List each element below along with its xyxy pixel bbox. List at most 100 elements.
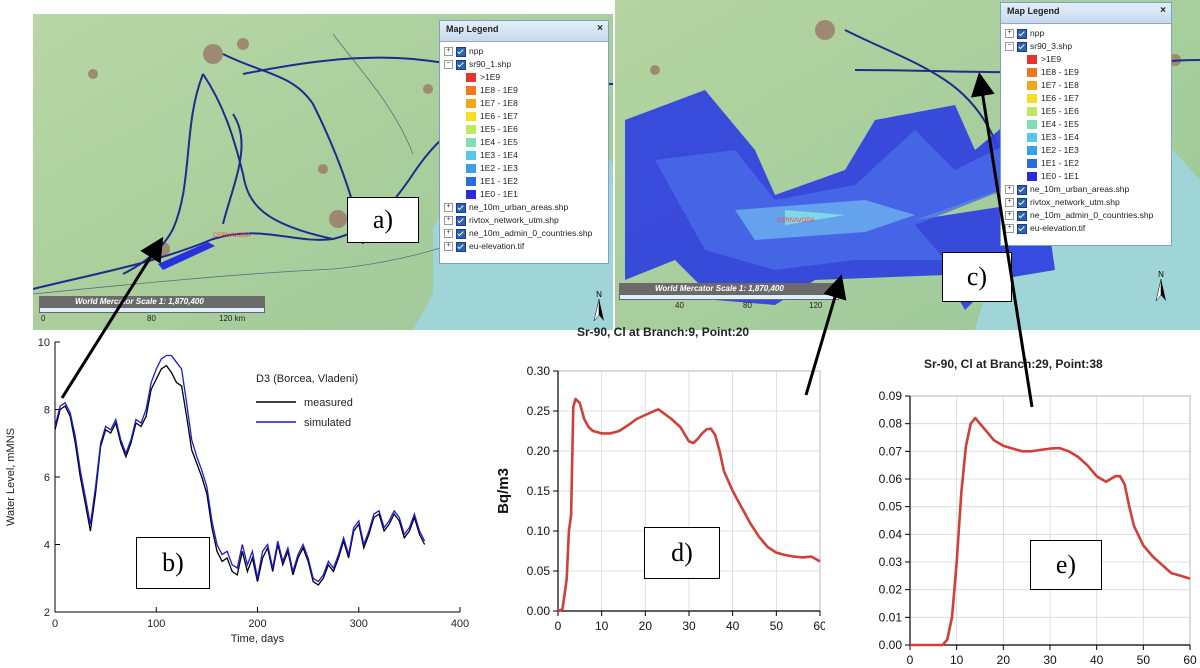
y-tick-label: 0.30 [527,364,551,378]
close-icon[interactable]: × [597,23,603,34]
y-tick-label: 0.01 [879,610,903,624]
legend-class: >1E9 [1001,53,1171,66]
checkbox-icon[interactable] [456,46,466,57]
legend-class: 1E0 - 1E1 [1001,170,1171,183]
legend-class-label: 1E1 - 1E2 [1041,158,1079,168]
legend-class: 1E2 - 1E3 [440,162,608,175]
x-tick-label: 50 [1137,653,1151,667]
legend-layer[interactable]: + eu-elevation.tif [1001,222,1171,235]
legend-layer[interactable]: + rivtox_network_utm.shp [1001,196,1171,209]
legend-class: 1E4 - 1E5 [440,136,608,149]
north-arrow-icon: N [1155,270,1167,302]
x-tick-label: 20 [639,619,653,633]
y-tick-label: 8 [44,405,50,417]
legend-layer[interactable]: − sr90_3.shp [1001,40,1171,53]
legend-class: 1E5 - 1E6 [440,123,608,136]
y-tick-label: 0.25 [527,404,551,418]
checkbox-icon[interactable] [456,202,466,213]
legend-layer[interactable]: + ne_10m_urban_areas.shp [440,201,608,214]
y-tick-label: 10 [38,337,50,349]
checkbox-icon[interactable] [456,59,466,70]
x-tick-label: 20 [997,653,1011,667]
checkbox-icon[interactable] [456,228,466,239]
legend-class-label: >1E9 [1041,54,1062,64]
scale-bar-title: World Mercator Scale 1: 1,870,400 [39,296,265,307]
legend-swatch [1027,120,1037,130]
x-tick-label: 30 [682,619,696,633]
checkbox-icon[interactable] [1017,223,1027,234]
legend-swatch [466,138,476,148]
y-tick-label: 6 [44,472,50,484]
checkbox-icon[interactable] [1017,28,1027,39]
legend-class-label: 1E6 - 1E7 [1041,93,1079,103]
scale-tick: 40 [675,301,684,310]
legend-class-label: 1E3 - 1E4 [1041,132,1079,142]
y-tick-label: 0.00 [879,638,903,652]
scale-tick: 120 km [219,314,246,323]
legend-class-label: 1E4 - 1E5 [1041,119,1079,129]
expand-icon[interactable]: + [444,47,453,57]
panel-label-a: a) [347,197,419,243]
legend-class-label: 1E5 - 1E6 [1041,106,1079,116]
legend-class: 1E4 - 1E5 [1001,118,1171,131]
legend-layer[interactable]: + eu-elevation.tif [440,240,608,253]
legend-layer[interactable]: + ne_10m_admin_0_countries.shp [440,227,608,240]
legend-layer[interactable]: + ne_10m_urban_areas.shp [1001,183,1171,196]
legend-layer[interactable]: + npp [1001,27,1171,40]
collapse-icon[interactable]: − [444,60,453,70]
x-tick-label: 30 [1043,653,1057,667]
legend-swatch [1027,146,1037,156]
y-tick-label: 0.07 [879,444,903,458]
checkbox-icon[interactable] [1017,210,1027,221]
x-axis-label: Time, days [231,633,285,645]
expand-icon[interactable]: + [1005,29,1014,39]
legend-layer[interactable]: − sr90_1.shp [440,58,608,71]
checkbox-icon[interactable] [456,241,466,252]
expand-icon[interactable]: + [444,216,453,226]
y-tick-label: 0.00 [527,604,551,618]
legend-class: 1E8 - 1E9 [440,84,608,97]
series-line-simulated [55,354,426,583]
legend-layer[interactable]: + npp [440,45,608,58]
panel-label-b: b) [136,537,210,589]
legend-class-label: 1E6 - 1E7 [480,111,518,121]
collapse-icon[interactable]: − [1005,42,1014,52]
y-axis-label: Water Level, mMNS [5,428,17,526]
legend-class-label: 1E4 - 1E5 [480,137,518,147]
checkbox-icon[interactable] [1017,197,1027,208]
y-tick-label: 2 [44,607,50,619]
expand-icon[interactable]: + [1005,224,1014,234]
expand-icon[interactable]: + [1005,185,1014,195]
legend-class: 1E5 - 1E6 [1001,105,1171,118]
expand-icon[interactable]: + [444,242,453,252]
plume-c-inner [735,200,915,240]
legend-swatch [1027,55,1037,65]
checkbox-icon[interactable] [1017,41,1027,52]
x-tick-label: 40 [726,619,740,633]
legend-class: 1E3 - 1E4 [1001,131,1171,144]
close-icon[interactable]: × [1160,5,1166,16]
legend-swatch [466,151,476,161]
legend-class-label: 1E0 - 1E1 [480,189,518,199]
chart-d-concentration: 0.00 0.05 0.10 0.15 0.20 0.25 0.30 0 10 20 30 40 50 6… [495,364,825,633]
checkbox-icon[interactable] [1017,184,1027,195]
legend-class: 1E2 - 1E3 [1001,144,1171,157]
expand-icon[interactable]: + [444,229,453,239]
y-tick-label: 0.20 [527,444,551,458]
legend-swatch [466,112,476,122]
legend-classes: >1E9 1E8 - 1E9 1E7 - 1E8 1E6 - 1E7 1E5 - 1E6… [440,71,608,201]
legend-layer[interactable]: + ne_10m_admin_0_countries.shp [1001,209,1171,222]
checkbox-icon[interactable] [456,215,466,226]
x-tick-label: 40 [1090,653,1104,667]
x-tick-label: 0 [555,619,562,633]
expand-icon[interactable]: + [444,203,453,213]
legend-class-label: 1E1 - 1E2 [480,176,518,186]
expand-icon[interactable]: + [1005,211,1014,221]
legend-class: 1E1 - 1E2 [1001,157,1171,170]
site-label-a: CERNAVODA [213,233,251,239]
y-tick-label: 0.10 [527,524,551,538]
legend-layer[interactable]: + rivtox_network_utm.shp [440,214,608,227]
expand-icon[interactable]: + [1005,198,1014,208]
x-tick-label: 60 [813,619,825,633]
